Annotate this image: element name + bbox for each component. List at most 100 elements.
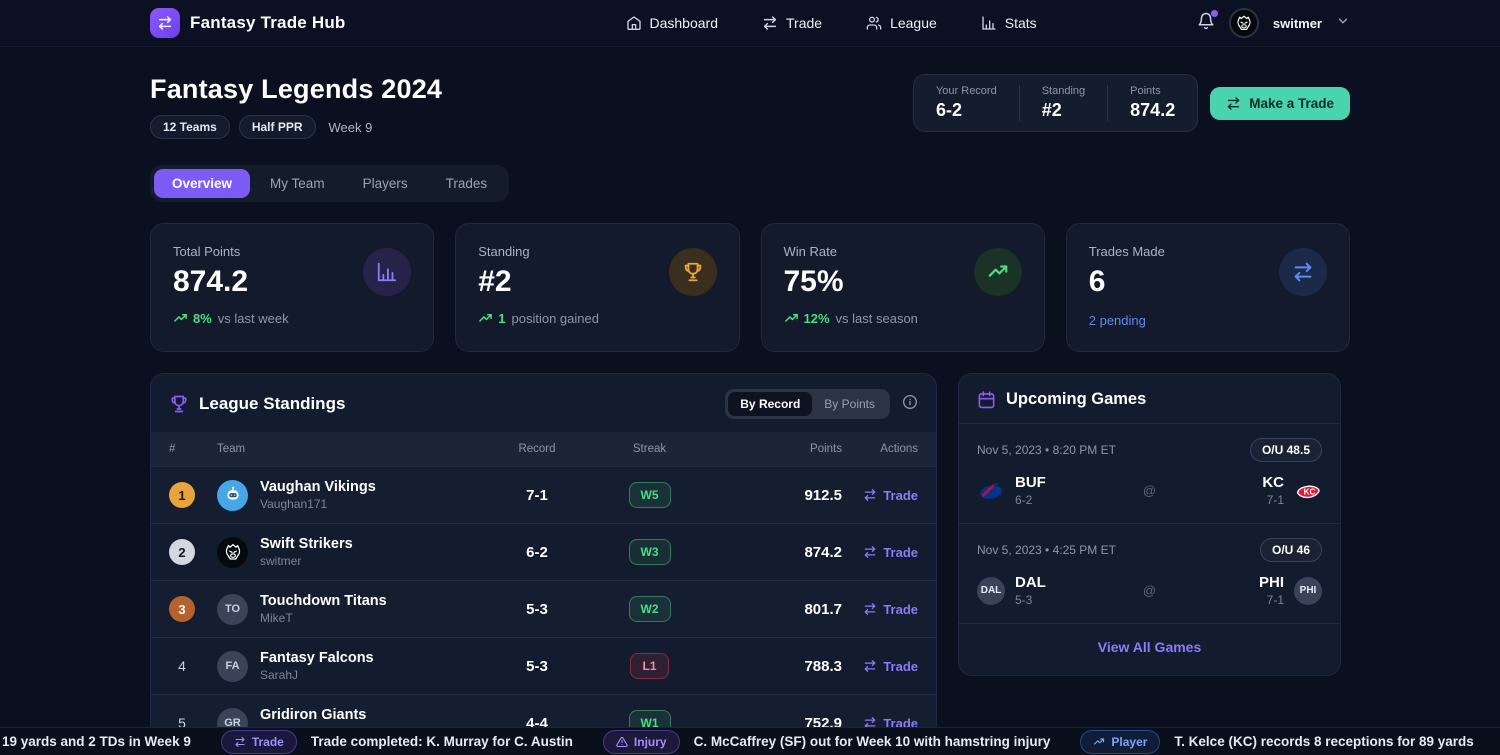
standings-column-header: # Team Record Streak Points Actions [151,432,936,466]
team-avatar: FA [217,650,248,682]
badge-label: Trade [251,734,284,749]
username: switmer [1272,15,1322,31]
summary-value: 874.2 [1130,100,1176,120]
tab-my-team[interactable]: My Team [270,176,325,191]
home-team-abbr: PHI [1258,574,1284,591]
ticker-item: Injury C. McCaffrey (SF) out for Week 10… [602,729,1050,754]
summary-value: 6-2 [935,100,962,120]
warning-triangle-icon [616,736,628,747]
over-under-badge: O/U 48.5 [1249,438,1322,462]
summary-label: Your Record [935,85,997,97]
nav-item-dashboard[interactable]: Dashboard [626,15,718,31]
trade-action-button[interactable]: Trade [863,659,918,674]
nav-label: League [890,15,937,31]
stat-card-total-points: Total Points 874.2 8% vs last week [150,223,435,352]
nav-item-league[interactable]: League [866,15,937,31]
at-symbol: @ [1142,583,1157,598]
news-ticker: 19 yards and 2 TDs in Week 9 Trade Trade… [0,727,1500,755]
trend-value: 12% [803,311,830,326]
away-team-record: 6-2 [1015,493,1033,507]
toggle-by-record[interactable]: By Record [728,392,813,416]
trend-value: 8% [193,311,212,326]
trade-action-button[interactable]: Trade [863,716,918,731]
skull-avatar-icon [217,536,248,568]
team-owner: switmer [260,554,302,568]
user-menu-toggle[interactable] [1336,14,1350,33]
col-streak: Streak [632,443,667,455]
game-datetime: Nov 5, 2023 • 8:20 PM ET [977,443,1116,457]
bar-chart-icon [982,16,996,30]
trade-action-button[interactable]: Trade [863,488,918,503]
rank-badge: 3 [169,596,195,622]
stat-value: 874.2 [173,265,249,298]
skull-avatar-icon [1237,15,1251,31]
users-icon [866,16,882,30]
trade-action-label: Trade [883,544,918,560]
trade-action-label: Trade [883,601,918,617]
upcoming-title: Upcoming Games [1006,390,1147,408]
standings-info-button[interactable] [902,394,918,415]
ticker-text: 19 yards and 2 TDs in Week 9 [2,734,191,749]
swap-icon [1228,96,1240,110]
nav-item-trade[interactable]: Trade [762,15,822,31]
team-name: Vaughan Vikings [260,479,376,495]
home-team-record: 7-1 [1266,593,1284,607]
home-icon [626,16,641,30]
col-team: Team [217,443,246,455]
summary-label: Points [1130,85,1161,97]
injury-badge: Injury [602,729,680,754]
tab-overview[interactable]: Overview [154,169,251,198]
rank-badge: 2 [169,539,195,565]
col-actions: Actions [880,443,918,455]
game-row: Nov 5, 2023 • 8:20 PM ET O/U 48.5 BUF 6-… [959,424,1340,524]
nav-label: Trade [786,15,823,31]
points-value: 801.7 [804,600,842,618]
brand[interactable]: Fantasy Trade Hub [150,8,346,38]
toggle-by-points[interactable]: By Points [824,397,875,411]
team-name: Touchdown Titans [260,593,387,609]
table-row: 2 Swift Strikers switmer 6-2 W3 874.2 Tr… [151,523,936,580]
nav-item-stats[interactable]: Stats [981,15,1037,31]
summary-value: #2 [1041,100,1062,120]
team-name: Swift Strikers [260,536,353,552]
trophy-icon [668,248,717,296]
points-value: 788.3 [804,657,842,675]
at-symbol: @ [1142,483,1157,498]
notifications-button[interactable] [1197,9,1218,35]
home-team-record: 7-1 [1266,493,1284,507]
chevron-down-icon [1338,18,1348,23]
info-icon [903,394,917,409]
record-value: 5-3 [526,600,548,618]
swap-icon [865,603,876,615]
player-badge: Player [1080,729,1161,754]
eagles-logo: PHI [1294,576,1322,605]
make-a-trade-button[interactable]: Make a Trade [1210,86,1350,120]
stat-label: Win Rate [783,244,837,259]
team-name: Gridiron Giants [260,707,367,723]
team-name: Fantasy Falcons [260,650,374,666]
user-avatar[interactable] [1228,8,1259,38]
trade-action-button[interactable]: Trade [863,602,918,617]
trend-suffix: position gained [511,311,599,326]
away-team-record: 5-3 [1015,593,1033,607]
record-summary-box: Your Record 6-2 Standing #2 Points 874.2 [912,74,1199,132]
view-all-games-link[interactable]: View All Games [1097,639,1202,655]
ticker-item: Trade Trade completed: K. Murray for C. … [220,729,573,754]
trade-badge: Trade [220,729,297,754]
game-row: Nov 5, 2023 • 4:25 PM ET O/U 46 DAL DAL … [959,524,1340,624]
tab-trades[interactable]: Trades [445,176,488,191]
rank-badge: 1 [169,482,195,508]
ticker-item: Player T. Kelce (KC) records 8 reception… [1080,729,1474,754]
ticker-text: T. Kelce (KC) records 8 receptions for 8… [1174,734,1474,749]
trade-action-button[interactable]: Trade [863,545,918,560]
trade-action-label: Trade [883,658,918,674]
stat-value: 75% [783,265,844,298]
swap-icon [763,16,777,30]
pending-trades-note: 2 pending [1088,313,1146,328]
badge-label: Player [1111,734,1148,749]
trending-up-icon [784,314,798,322]
trend-suffix: vs last season [835,311,918,326]
trending-up-icon [973,248,1022,296]
tab-players[interactable]: Players [362,176,408,191]
away-team-abbr: BUF [1015,474,1046,491]
